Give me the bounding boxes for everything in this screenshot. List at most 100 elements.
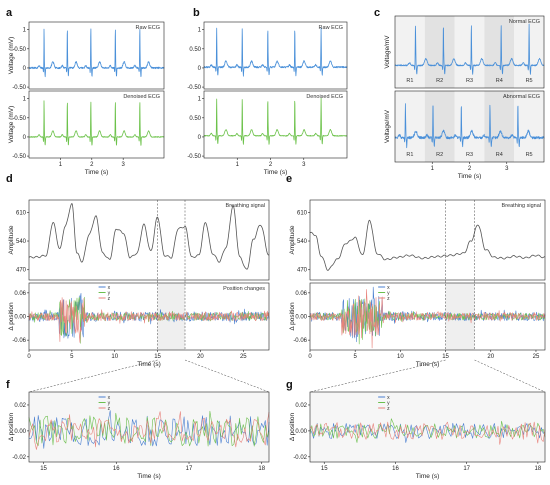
plot-d_pos: Position changes xyz -0.06 0.00 0.06 0 5 10 15 20…: [8, 282, 270, 368]
x-tick-label: 18: [535, 466, 542, 472]
segment-label: R1: [406, 78, 413, 84]
plot-title: Position changes: [223, 286, 265, 292]
x-tick-label: 0: [27, 354, 31, 360]
series-line: [28, 28, 165, 78]
y-tick-label: 1: [23, 97, 27, 103]
x-tick-label: 10: [111, 354, 118, 360]
segment-band: [454, 16, 485, 88]
x-tick-label: 2: [468, 166, 472, 172]
plot-title: Denoised ECG: [123, 94, 160, 100]
x-tick-label: 3: [122, 162, 126, 168]
y-tick-label: -0.02: [293, 455, 307, 461]
segment-label: R5: [526, 78, 533, 84]
plot-title: Normal ECG: [509, 19, 540, 25]
plot-frame: [394, 15, 545, 89]
series-line: [394, 23, 545, 75]
y-tick-label: -0.06: [12, 338, 26, 344]
x-tick-label: 3: [302, 162, 306, 168]
x-axis-label: Time (s): [85, 169, 109, 176]
segment-band: [484, 16, 515, 88]
legend-label: y: [108, 290, 111, 296]
x-tick-label: 20: [197, 354, 204, 360]
plot-d_breath: Breathing signal 470 540 610 Amplitude: [8, 199, 270, 281]
y-tick-label: 0.02: [14, 403, 26, 409]
series-line-y: [28, 296, 270, 344]
y-tick-label: 540: [297, 239, 308, 245]
legend-label: z: [387, 406, 390, 412]
y-axis-label: Δ position: [8, 413, 15, 442]
panel-label-f: f: [6, 379, 10, 391]
y-tick-label: -0.50: [187, 154, 201, 160]
segment-label: R5: [526, 152, 533, 158]
series-line-y: [309, 418, 546, 443]
plot-frame: [203, 21, 348, 90]
y-tick-label: 540: [16, 239, 27, 245]
plot-g_zoom: xyz -0.02 0.00 0.02 15 16 17 18 Δ position Time (…: [289, 391, 546, 480]
y-tick-label: 470: [297, 268, 308, 274]
y-tick-label: 1: [198, 28, 202, 34]
x-tick-label: 5: [70, 354, 74, 360]
segment-label: R4: [496, 78, 503, 84]
plot-f_zoom: xyz -0.02 0.00 0.02 15 16 17 18 Δ position Time (…: [8, 391, 270, 480]
zoom-guide-right: [184, 359, 270, 393]
series-line-z: [28, 411, 270, 450]
y-tick-label: 0: [23, 66, 27, 72]
x-axis-label: Time (s): [137, 361, 161, 368]
plot-frame: [309, 199, 546, 281]
y-tick-label: 1: [23, 28, 27, 34]
plot-title: Breathing signal: [226, 203, 265, 209]
zoom-guide-left: [28, 359, 158, 393]
y-axis-label: Voltage/mV: [384, 109, 391, 143]
plot-frame: [309, 391, 546, 463]
series-line: [394, 103, 545, 149]
series-line: [28, 203, 270, 270]
plot-frame: [28, 391, 270, 463]
plot-frame: [203, 90, 348, 159]
y-tick-label: 610: [16, 210, 27, 216]
y-tick-label: 0.00: [14, 429, 26, 435]
y-tick-label: 0.50: [189, 116, 201, 122]
y-tick-label: 0: [23, 135, 27, 141]
x-tick-label: 10: [397, 354, 404, 360]
y-tick-label: 610: [297, 210, 308, 216]
panel-label-b: b: [193, 7, 200, 19]
series-line: [28, 100, 165, 146]
y-tick-label: 0.00: [295, 315, 307, 321]
y-axis-label: Δ position: [8, 302, 15, 331]
x-axis-label: Time (s): [458, 173, 482, 180]
x-tick-label: 5: [354, 354, 358, 360]
legend-label: x: [387, 285, 390, 291]
segment-label: R1: [406, 152, 413, 158]
plot-a_top: Raw ECG -0.50 0 0.50 1 Voltage (mV): [8, 21, 165, 91]
segment-label: R4: [496, 152, 503, 158]
legend-label: z: [108, 406, 111, 412]
plot-frame: [28, 199, 270, 281]
x-tick-label: 2: [90, 162, 94, 168]
y-tick-label: 0.50: [189, 47, 201, 53]
y-axis-label: Amplitude: [289, 225, 296, 254]
y-axis-label: Δ position: [289, 413, 296, 442]
x-tick-label: 20: [487, 354, 494, 360]
y-axis-label: Voltage/mV: [384, 35, 391, 69]
x-tick-label: 1: [59, 162, 63, 168]
panel-label-g: g: [286, 379, 293, 391]
y-tick-label: -0.50: [187, 85, 201, 91]
plot-title: Breathing signal: [502, 203, 541, 209]
y-tick-label: 0.50: [14, 47, 26, 53]
y-axis-label: Voltage (mV): [8, 106, 15, 144]
legend-label: x: [387, 395, 390, 401]
plot-b_bottom: Denoised ECG -0.50 0 0.50 1 1 2 3 Time (s): [187, 90, 348, 176]
legend-label: x: [108, 395, 111, 401]
plot-e_breath: Breathing signal 470 540 610 Amplitude: [289, 199, 546, 281]
x-tick-label: 15: [442, 354, 449, 360]
segment-label: R2: [436, 152, 443, 158]
x-tick-label: 1: [236, 162, 240, 168]
y-axis-label: Amplitude: [8, 225, 15, 254]
x-tick-label: 25: [240, 354, 247, 360]
plot-c_bottom: R1 R2 R3 R4 R5 Abnormal ECG 1 2 3 Voltage/mV Time …: [384, 90, 545, 180]
series-line: [309, 219, 546, 271]
plot-a_bottom: Denoised ECG -0.50 0 0.50 1 1 2 3 Voltage (mV) Ti…: [8, 90, 165, 176]
x-tick-label: 16: [392, 466, 399, 472]
x-axis-label: Time (s): [416, 473, 440, 480]
plot-title: Abnormal ECG: [503, 94, 540, 100]
